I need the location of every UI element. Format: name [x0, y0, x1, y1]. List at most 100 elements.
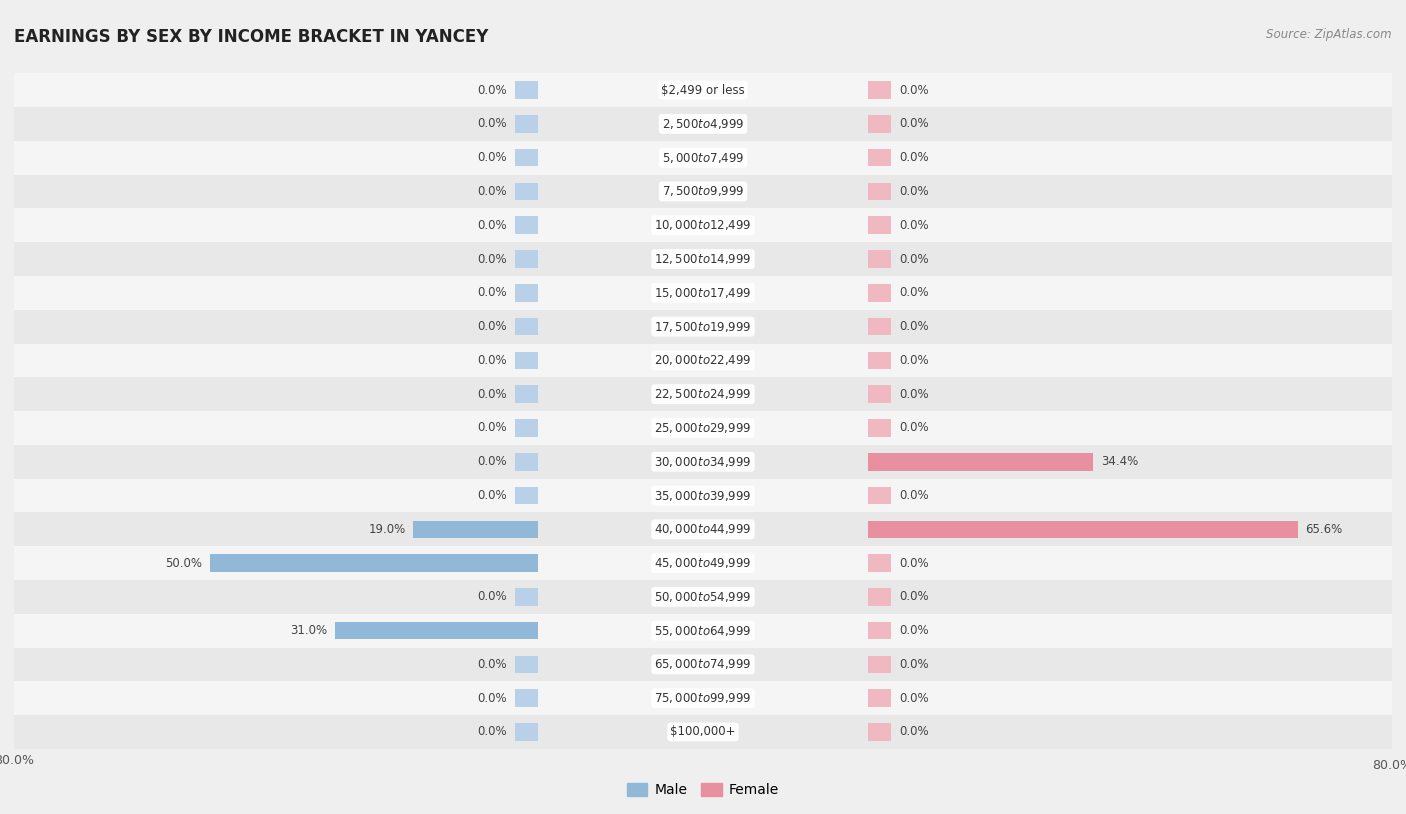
Bar: [869, 554, 891, 572]
Text: 0.0%: 0.0%: [898, 624, 929, 637]
Text: 0.0%: 0.0%: [477, 287, 508, 300]
Bar: [515, 723, 537, 741]
Bar: [14, 276, 537, 309]
Bar: [515, 149, 537, 167]
Bar: [515, 182, 537, 200]
Text: 0.0%: 0.0%: [898, 185, 929, 198]
Bar: [869, 520, 1298, 538]
Text: $75,000 to $99,999: $75,000 to $99,999: [654, 691, 752, 705]
Text: EARNINGS BY SEX BY INCOME BRACKET IN YANCEY: EARNINGS BY SEX BY INCOME BRACKET IN YAN…: [14, 28, 488, 46]
Bar: [869, 622, 891, 640]
Text: 0.0%: 0.0%: [477, 489, 508, 502]
Text: $65,000 to $74,999: $65,000 to $74,999: [654, 658, 752, 672]
Bar: [515, 115, 537, 133]
Text: $35,000 to $39,999: $35,000 to $39,999: [654, 488, 752, 502]
Bar: [869, 419, 891, 437]
Bar: [515, 487, 537, 505]
Bar: [869, 276, 1392, 309]
Bar: [14, 243, 537, 276]
Bar: [869, 655, 891, 673]
Text: $15,000 to $17,499: $15,000 to $17,499: [654, 286, 752, 300]
Bar: [869, 243, 1392, 276]
Bar: [869, 715, 1392, 749]
Text: $12,500 to $14,999: $12,500 to $14,999: [654, 252, 752, 266]
Bar: [869, 352, 891, 370]
Bar: [869, 208, 1392, 243]
Text: 0.0%: 0.0%: [898, 387, 929, 400]
Text: 0.0%: 0.0%: [898, 354, 929, 367]
Text: 50.0%: 50.0%: [166, 557, 202, 570]
Bar: [14, 479, 537, 513]
Bar: [869, 723, 891, 741]
Bar: [14, 344, 537, 377]
Bar: [14, 546, 537, 580]
Text: 0.0%: 0.0%: [898, 725, 929, 738]
Bar: [413, 520, 537, 538]
Text: $10,000 to $12,499: $10,000 to $12,499: [654, 218, 752, 232]
Text: 0.0%: 0.0%: [898, 590, 929, 603]
Bar: [537, 513, 869, 546]
Text: 0.0%: 0.0%: [477, 185, 508, 198]
Text: 0.0%: 0.0%: [477, 455, 508, 468]
Bar: [869, 385, 891, 403]
Bar: [869, 546, 1392, 580]
Text: 0.0%: 0.0%: [898, 117, 929, 130]
Bar: [515, 352, 537, 370]
Bar: [515, 250, 537, 268]
Text: 0.0%: 0.0%: [898, 252, 929, 265]
Bar: [537, 479, 869, 513]
Text: 0.0%: 0.0%: [898, 84, 929, 97]
Text: $45,000 to $49,999: $45,000 to $49,999: [654, 556, 752, 570]
Text: $17,500 to $19,999: $17,500 to $19,999: [654, 320, 752, 334]
Bar: [14, 444, 537, 479]
Bar: [869, 149, 891, 167]
Text: 0.0%: 0.0%: [898, 287, 929, 300]
Bar: [537, 614, 869, 648]
Bar: [14, 580, 537, 614]
Text: 0.0%: 0.0%: [898, 320, 929, 333]
Bar: [869, 115, 891, 133]
Bar: [537, 681, 869, 715]
Bar: [537, 174, 869, 208]
Text: $20,000 to $22,499: $20,000 to $22,499: [654, 353, 752, 367]
Bar: [869, 411, 1392, 444]
Bar: [537, 377, 869, 411]
Bar: [869, 344, 1392, 377]
Bar: [14, 411, 537, 444]
Bar: [869, 614, 1392, 648]
Bar: [537, 107, 869, 141]
Bar: [869, 317, 891, 335]
Bar: [515, 81, 537, 99]
Bar: [537, 444, 869, 479]
Bar: [515, 317, 537, 335]
Bar: [14, 208, 537, 243]
Bar: [537, 309, 869, 344]
Text: 0.0%: 0.0%: [477, 590, 508, 603]
Text: 0.0%: 0.0%: [477, 658, 508, 671]
Text: $100,000+: $100,000+: [671, 725, 735, 738]
Text: 19.0%: 19.0%: [368, 523, 405, 536]
Bar: [537, 208, 869, 243]
Bar: [869, 73, 1392, 107]
Bar: [869, 107, 1392, 141]
Bar: [537, 141, 869, 174]
Text: 0.0%: 0.0%: [477, 692, 508, 705]
Text: 0.0%: 0.0%: [477, 725, 508, 738]
Bar: [515, 655, 537, 673]
Bar: [537, 276, 869, 309]
Text: 0.0%: 0.0%: [477, 151, 508, 164]
Bar: [869, 453, 1094, 470]
Bar: [869, 141, 1392, 174]
Text: $55,000 to $64,999: $55,000 to $64,999: [654, 624, 752, 637]
Bar: [869, 377, 1392, 411]
Legend: Male, Female: Male, Female: [621, 778, 785, 803]
Bar: [14, 174, 537, 208]
Bar: [537, 647, 869, 681]
Text: $5,000 to $7,499: $5,000 to $7,499: [662, 151, 744, 164]
Text: $22,500 to $24,999: $22,500 to $24,999: [654, 387, 752, 401]
Bar: [869, 588, 891, 606]
Text: $2,500 to $4,999: $2,500 to $4,999: [662, 117, 744, 131]
Bar: [869, 487, 891, 505]
Bar: [869, 81, 891, 99]
Bar: [869, 689, 891, 707]
